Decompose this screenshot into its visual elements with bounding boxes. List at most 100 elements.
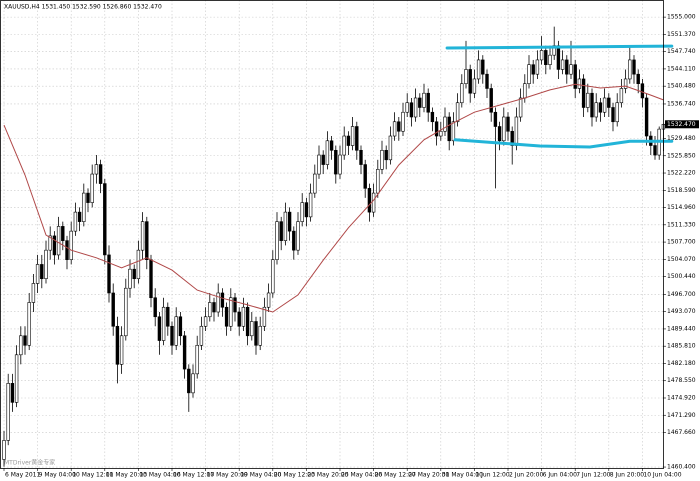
last-price-label: 1532.470 [667,121,696,128]
candle-body [149,259,153,299]
y-tick-label: 1514.960 [667,204,696,211]
x-tick-label: 9 May 04:00 [39,472,77,479]
candle-body [287,211,292,232]
candle-body [594,102,598,118]
candle-body [548,54,552,65]
candle-body [623,78,628,89]
candle-body [19,335,23,356]
candle-body [367,188,372,213]
candle-body [334,149,338,175]
candle-body [279,221,283,241]
candle-body [191,373,195,394]
candle-body [229,297,233,327]
candle-body [640,83,645,99]
candle-body [481,59,485,75]
candle-body [602,97,607,113]
candle-body [111,292,115,327]
candle-body [476,59,481,80]
candle-body [443,116,447,132]
candle-body [187,368,191,394]
candle-body [275,221,279,260]
candle-body [161,306,166,341]
candle-body [317,154,321,175]
x-tick-label: 2 Jun 20:00 [509,472,543,479]
candle-body [10,383,15,403]
y-tick-label: 1551.370 [667,31,696,38]
y-tick-label: 1522.220 [667,170,696,177]
candle-body [208,302,212,318]
candle-body [556,45,561,70]
y-tick-label: 1525.850 [667,152,696,159]
candle-body [241,306,246,327]
y-tick-label: 1536.740 [667,100,696,107]
candle-body [363,164,367,189]
candle-body [182,335,187,370]
candle-body [31,283,36,303]
candle-body [350,126,355,146]
candle-body [371,192,376,213]
candle-body [434,121,439,137]
x-tick-label: 16 May 12:00 [173,472,214,479]
candle-body [405,102,409,113]
candle-body [140,221,145,251]
candle-body [535,59,540,75]
candle-body [6,383,10,441]
candle-body [422,92,426,108]
y-tick-label: 1478.550 [667,377,696,384]
candle-body [329,140,334,151]
y-tick-label: 1500.440 [667,273,696,280]
candle-body [128,268,132,289]
candle-body [586,92,590,108]
x-tick-label: 10 May 12:00 [72,472,113,479]
candle-body [464,69,468,85]
candle-body [233,297,237,313]
candle-body [489,88,493,113]
candle-body [397,121,401,132]
candle-body [145,221,149,260]
candle-body [544,50,548,65]
candle-body [107,254,111,294]
candle-body [119,335,124,365]
y-tick-label: 1518.590 [667,187,696,194]
candle-body [472,78,477,94]
x-tick-label: 26 May 12:00 [375,472,416,479]
y-tick-label: 1555.000 [667,14,696,21]
candle-body [153,297,157,318]
candle-body [56,226,61,256]
candle-body [73,211,78,232]
last-price-box [665,120,699,129]
candle-body [2,440,6,460]
y-tick-label: 1547.740 [667,48,696,55]
candle-body [77,211,82,222]
candle-body [581,78,586,108]
moving-average [3,83,664,313]
candle-body [485,73,489,89]
candle-body [632,59,636,75]
candle-body [212,302,216,313]
candle-body [178,316,183,337]
candle-body [86,192,90,203]
candle-body [237,311,241,327]
y-tick-label: 1493.070 [667,308,696,315]
y-tick-label: 1489.440 [667,325,696,332]
candle-body [527,64,531,85]
candle-body [384,149,388,161]
candle-body [23,335,27,346]
candle-body [409,102,414,118]
candle-body [560,59,565,70]
candle-body [346,135,351,146]
candle-body [224,306,229,327]
y-tick-label: 1471.290 [667,412,696,419]
candle-body [313,173,317,194]
candle-body [296,221,300,251]
x-tick-label: 7 Jun 12:00 [576,472,610,479]
x-tick-label: 20 May 12:00 [274,472,315,479]
x-tick-label: 19 May 04:00 [240,472,281,479]
candle-body [90,173,94,203]
candle-body [14,354,19,403]
candle-body [510,130,514,146]
trend-line [453,138,674,149]
candle-body [418,97,422,108]
candle-body [216,292,220,313]
